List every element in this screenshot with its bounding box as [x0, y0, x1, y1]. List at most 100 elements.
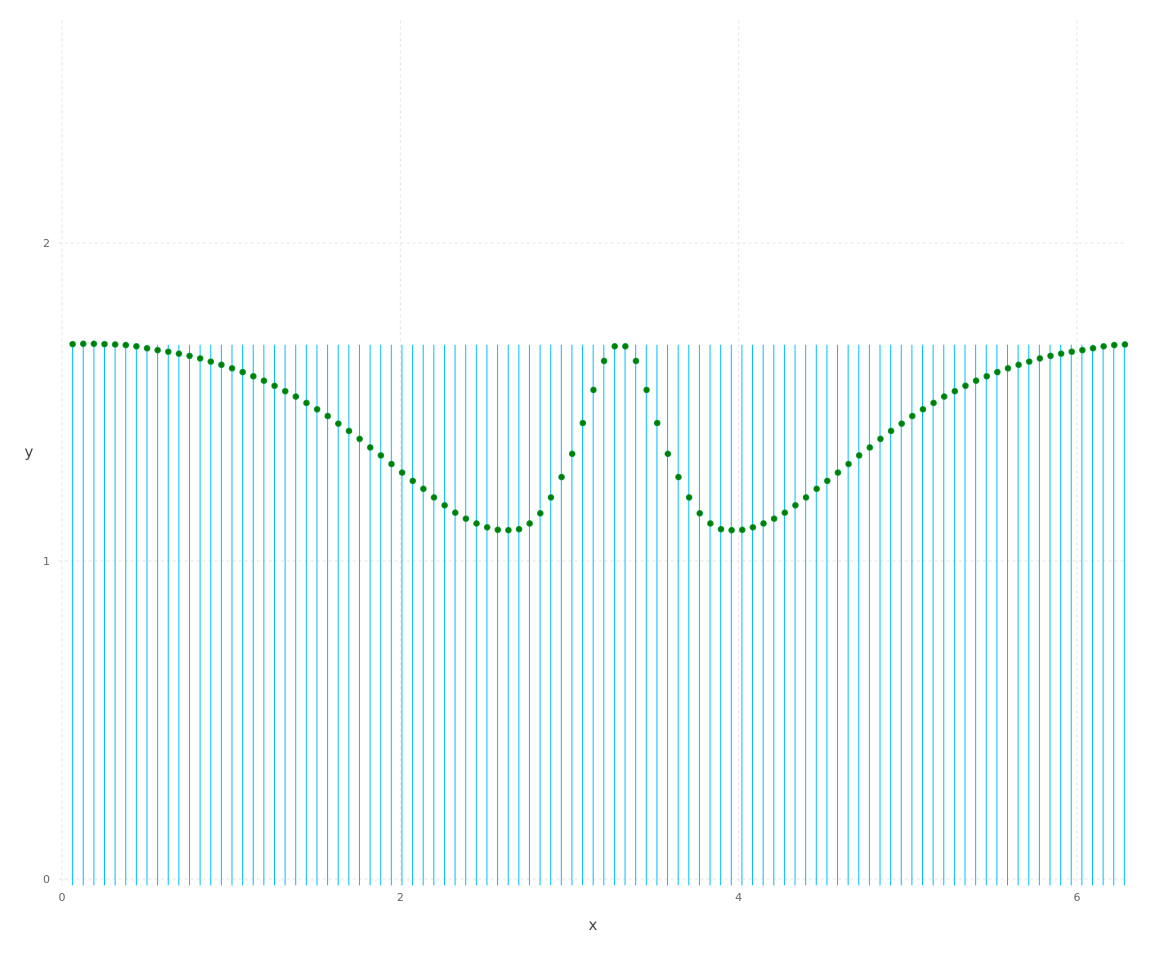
data-point — [1089, 344, 1097, 352]
data-point — [600, 357, 608, 365]
data-point — [398, 469, 406, 476]
x-tick-label: 2 — [397, 891, 404, 904]
data-point — [887, 427, 895, 435]
data-point — [919, 406, 927, 413]
data-point — [483, 523, 491, 531]
data-point — [898, 420, 905, 427]
data-point — [568, 450, 576, 458]
x-tick-label: 0 — [59, 891, 66, 904]
stem-layer — [72, 344, 1125, 886]
data-point — [675, 473, 682, 481]
data-point — [515, 525, 523, 533]
data-point — [1036, 355, 1044, 362]
data-point — [420, 485, 427, 493]
data-point — [292, 393, 300, 400]
data-point — [505, 526, 512, 534]
data-point — [792, 502, 799, 509]
data-point — [473, 520, 480, 527]
data-point — [218, 361, 225, 369]
data-point — [271, 382, 278, 390]
data-point — [1015, 361, 1022, 369]
y-tick-label: 1 — [43, 555, 50, 568]
data-point — [313, 406, 321, 413]
data-point — [579, 419, 587, 427]
data-point — [239, 368, 246, 376]
data-point — [823, 477, 831, 485]
data-point — [770, 515, 778, 523]
data-point — [877, 435, 884, 443]
data-point — [1079, 346, 1086, 354]
point-layer — [69, 340, 1129, 534]
data-point — [1068, 348, 1076, 356]
data-point — [441, 502, 448, 509]
data-point — [143, 344, 151, 352]
data-point — [526, 520, 533, 527]
data-point — [951, 387, 959, 395]
data-point — [558, 473, 565, 481]
data-point — [324, 412, 332, 420]
data-point — [366, 444, 374, 451]
data-point — [1121, 341, 1129, 348]
data-point — [101, 340, 108, 348]
data-point — [962, 382, 969, 390]
data-point — [1057, 350, 1065, 357]
data-point — [813, 485, 820, 493]
data-point — [90, 340, 98, 348]
data-point — [1004, 364, 1012, 372]
data-point — [664, 450, 672, 458]
data-point — [154, 346, 161, 354]
tick-label-layer: 0 2 4 6 0 1 2 — [43, 237, 1081, 904]
data-point — [738, 526, 746, 534]
data-point — [303, 399, 310, 407]
data-point — [909, 412, 916, 420]
data-point — [696, 509, 704, 517]
data-point — [494, 526, 502, 534]
y-tick-label: 2 — [43, 237, 50, 250]
data-point — [377, 452, 385, 459]
data-point — [69, 340, 76, 348]
data-point — [260, 377, 268, 384]
data-point — [451, 509, 459, 516]
data-point — [430, 494, 438, 501]
data-point — [781, 509, 789, 516]
data-point — [164, 348, 172, 356]
data-point — [611, 343, 619, 350]
data-point — [537, 509, 544, 517]
data-point — [133, 343, 140, 350]
data-point — [845, 460, 852, 468]
data-point — [345, 427, 353, 435]
x-tick-label: 6 — [1074, 891, 1081, 904]
data-point — [930, 399, 937, 407]
data-point — [196, 355, 204, 362]
data-point — [994, 368, 1001, 376]
data-point — [972, 377, 980, 384]
data-point — [643, 386, 650, 394]
data-point — [356, 435, 363, 443]
data-point — [335, 420, 342, 427]
data-point — [186, 352, 193, 360]
data-point — [409, 477, 417, 485]
data-point — [207, 358, 215, 365]
data-point — [1025, 358, 1033, 365]
data-point — [855, 452, 863, 459]
data-point — [1047, 352, 1054, 360]
data-point — [281, 387, 289, 395]
data-point — [590, 386, 597, 394]
y-tick-label: 0 — [43, 873, 50, 886]
data-point — [749, 523, 757, 531]
data-point — [760, 520, 767, 527]
data-point — [707, 520, 714, 527]
data-point — [940, 393, 948, 400]
data-point — [228, 364, 236, 372]
data-point — [79, 340, 87, 348]
data-point — [547, 494, 555, 501]
x-tick-label: 4 — [735, 891, 742, 904]
data-point — [622, 343, 629, 350]
data-point — [250, 372, 257, 380]
data-point — [1110, 341, 1118, 349]
data-point — [388, 460, 395, 468]
data-point — [728, 526, 735, 534]
data-point — [685, 494, 693, 501]
data-point — [122, 341, 130, 349]
